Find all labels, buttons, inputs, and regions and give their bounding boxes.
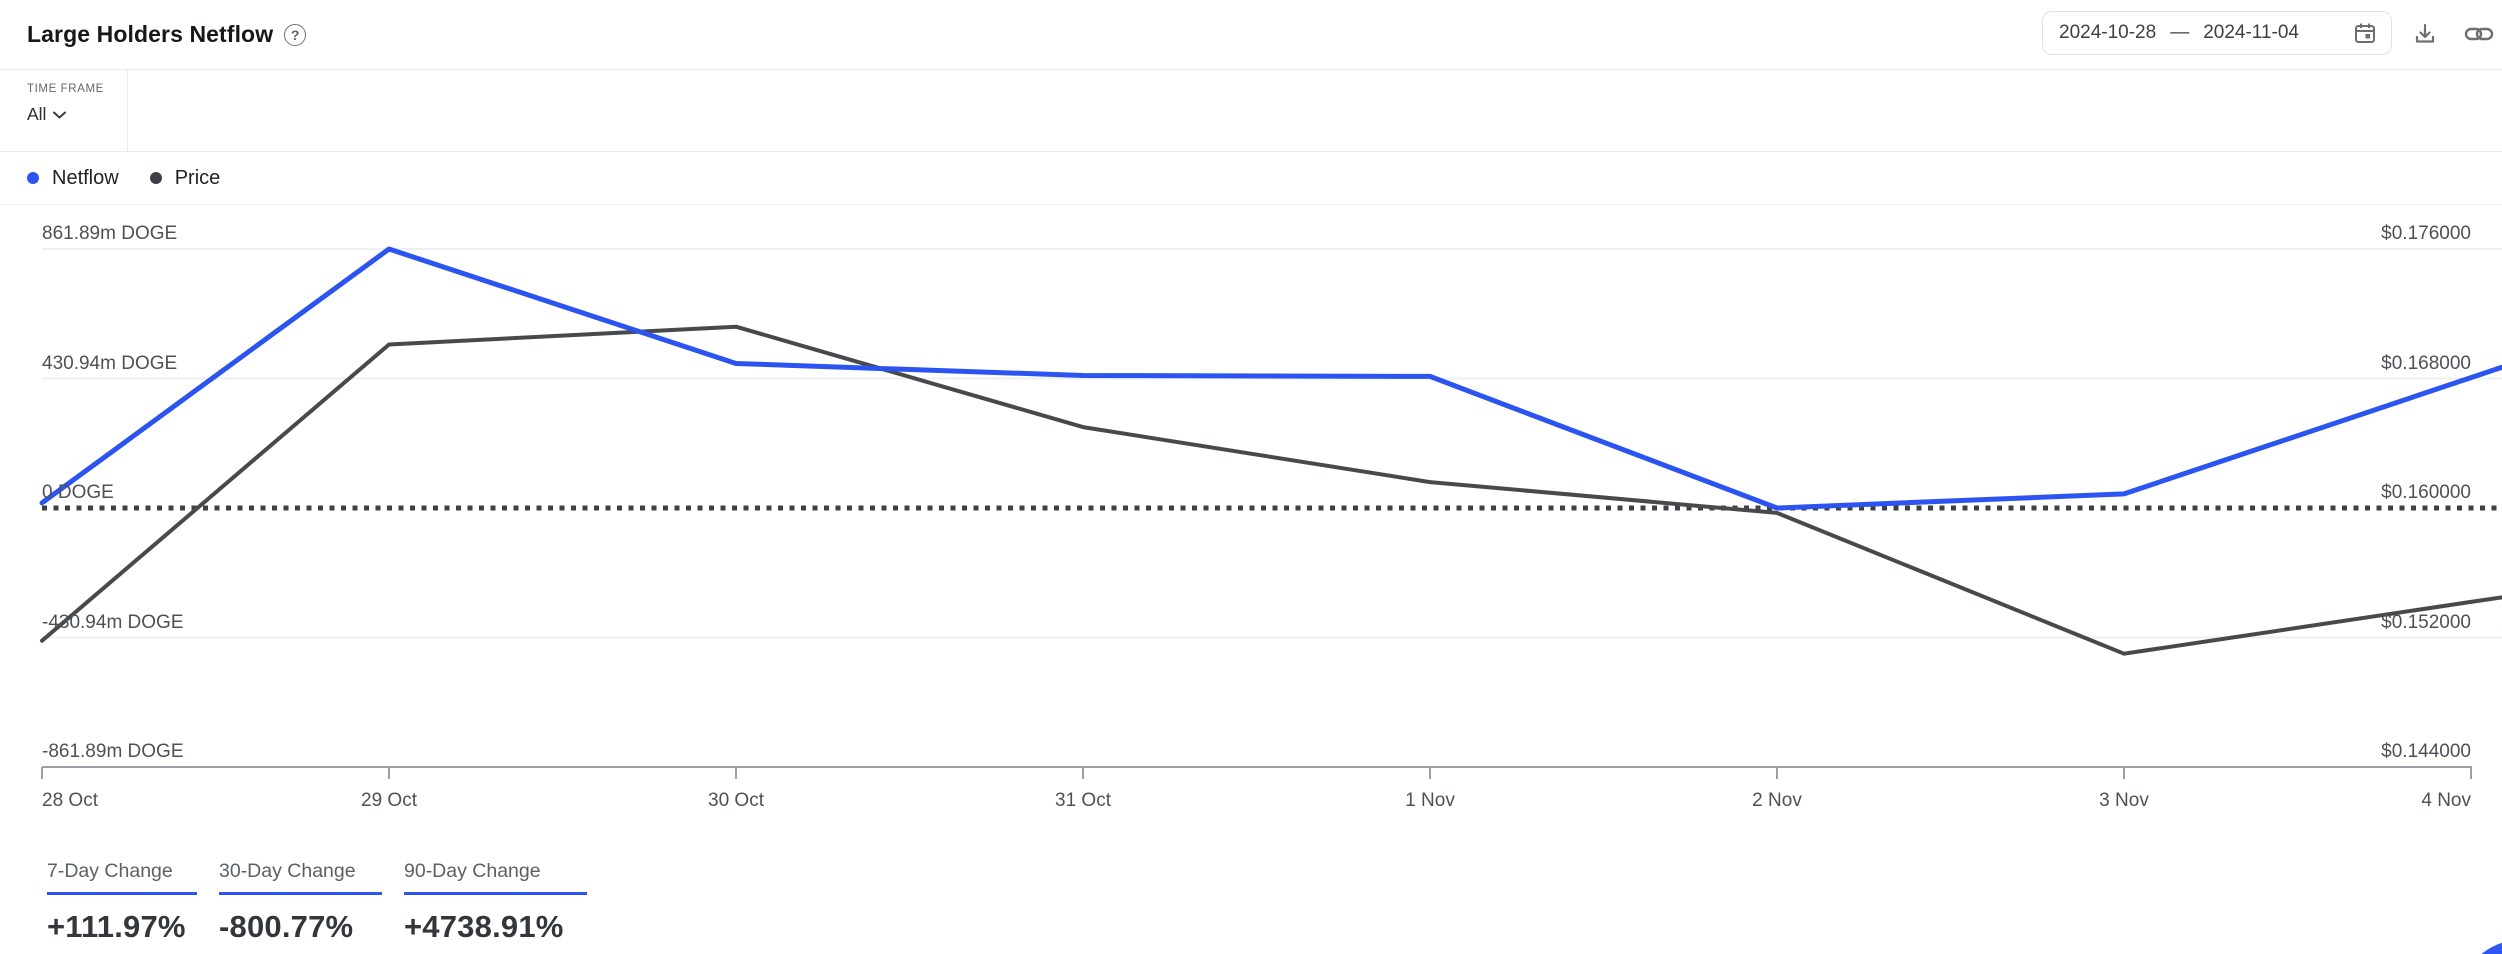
chart-legend: Netflow Price [0, 152, 2502, 205]
help-icon[interactable]: ? [284, 23, 307, 46]
x-axis-label: 3 Nov [2099, 790, 2149, 811]
date-range-picker[interactable]: 2024-10-28 — 2024-11-04 [2042, 11, 2392, 55]
netflow-dot-icon [27, 172, 39, 184]
legend-label-price: Price [174, 166, 221, 189]
time-frame-value: All [27, 104, 47, 124]
chat-button[interactable] [2460, 940, 2502, 954]
x-axis-label: 1 Nov [1405, 790, 1455, 811]
link-icon [2464, 22, 2494, 46]
stat-value: +111.97% [47, 909, 186, 944]
stat-label: 7-Day Change [47, 860, 173, 882]
stat-90-day: 90-Day Change +4738.91% [404, 860, 587, 945]
stat-underline [404, 892, 587, 895]
widget-header: Large Holders Netflow ? 2024-10-28 — 202… [0, 0, 2502, 70]
x-axis-label: 28 Oct [42, 790, 98, 811]
legend-label-netflow: Netflow [52, 166, 119, 189]
x-axis-label: 2 Nov [1752, 790, 1802, 811]
x-axis-label: 4 Nov [2421, 790, 2471, 811]
download-button[interactable] [2410, 21, 2440, 47]
x-axis-label: 31 Oct [1055, 790, 1111, 811]
time-frame-label: TIME FRAME [27, 83, 104, 95]
price-dot-icon [149, 172, 162, 184]
download-icon [2413, 22, 2437, 46]
legend-item-netflow[interactable]: Netflow [27, 167, 119, 190]
stat-underline [219, 892, 382, 895]
time-frame-select[interactable]: TIME FRAME All [0, 70, 128, 152]
legend-item-price[interactable]: Price [149, 166, 221, 190]
stat-underline [47, 892, 197, 895]
controls-row: TIME FRAME All [0, 70, 2502, 152]
change-stats: 7-Day Change +111.97% 30-Day Change -800… [47, 860, 587, 945]
stat-value: -800.77% [219, 909, 354, 944]
stat-30-day: 30-Day Change -800.77% [219, 860, 382, 945]
date-separator: — [2170, 22, 2190, 43]
stat-label: 90-Day Change [404, 860, 541, 882]
chart-plot-area[interactable] [0, 205, 2502, 768]
chevron-down-icon [53, 111, 67, 119]
stat-value: +4738.91% [404, 909, 564, 944]
x-axis-label: 29 Oct [361, 790, 417, 811]
stat-7-day: 7-Day Change +111.97% [47, 860, 197, 945]
calendar-icon [2353, 21, 2377, 45]
x-axis-label: 30 Oct [708, 790, 764, 811]
date-end: 2024-11-04 [2203, 22, 2299, 43]
stat-label: 30-Day Change [219, 860, 356, 882]
date-start: 2024-10-28 [2059, 22, 2157, 43]
copy-link-button[interactable] [2464, 21, 2494, 47]
page-title: Large Holders Netflow [27, 21, 274, 47]
